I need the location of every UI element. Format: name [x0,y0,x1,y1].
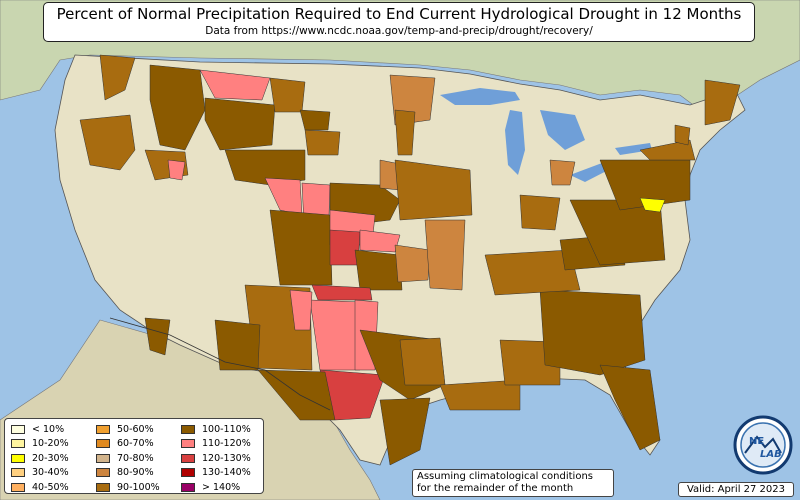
legend-swatch [11,453,25,463]
legend-item: < 10% [11,422,69,437]
legend-swatch [96,468,110,478]
drought-region [99,54,136,101]
legend-item: 100-110% [181,422,251,437]
drought-region [549,159,576,186]
assumption-note: Assuming climatological conditions for t… [412,469,614,497]
legend-label: 60-70% [117,438,154,450]
us-mexico-border [109,317,331,411]
legend-item: 90-100% [96,480,160,495]
legend-item: 60-70% [96,437,160,452]
drought-region [304,129,341,156]
legend-item: 50-60% [96,422,160,437]
drought-region [674,124,691,146]
legend-label: 100-110% [202,423,251,435]
legend-swatch [11,439,25,449]
drought-region [269,77,306,113]
drought-region [539,289,646,376]
drought-region [599,364,661,451]
drought-region [394,244,431,283]
legend-item: 110-120% [181,437,251,452]
legend-item: 70-80% [96,451,160,466]
legend-swatch [181,468,195,478]
legend-label: 120-130% [202,452,251,464]
drought-region [167,159,186,181]
legend-label: > 140% [202,481,241,493]
legend-item: 40-50% [11,480,69,495]
drought-region [199,69,271,101]
drought-region [394,109,416,156]
drought-region [79,114,136,171]
drought-region [439,379,521,411]
legend-label: 50-60% [117,423,154,435]
legend-label: 80-90% [117,467,154,479]
note-line-2: for the remainder of the month [417,483,574,494]
drought-region [289,289,313,331]
legend-swatch [96,424,110,434]
drought-region [519,194,561,231]
legend-item: 130-140% [181,466,251,481]
drought-region [379,397,431,466]
drought-region [257,369,336,421]
legend-swatch [96,453,110,463]
legend-column-3: 100-110% 110-120% 120-130% 130-140% > 140% [181,422,251,495]
drought-region [704,79,741,126]
logo-text-top: NE [749,436,764,447]
drought-region [214,319,261,371]
drought-region [394,159,473,221]
legend-item: > 140% [181,480,251,495]
legend-swatch [181,482,195,492]
drought-region [144,317,171,356]
nex-lab-logo: NE LAB [733,415,793,475]
logo-text-bottom: LAB [760,449,782,460]
legend-column-2: 50-60% 60-70% 70-80% 80-90% 90-100% [96,422,160,495]
drought-region [399,337,446,386]
drought-region [204,97,276,151]
drought-region [354,249,403,291]
legend-swatch [181,424,195,434]
drought-region [311,284,373,301]
legend-swatch [11,482,25,492]
drought-region [359,229,401,253]
legend: < 10% 10-20% 20-30% 30-40% 40-50% 50-60% 60-7… [4,418,264,494]
legend-label: 40-50% [32,481,69,493]
lake-huron [540,110,585,150]
drought-region [639,139,696,161]
legend-item: 20-30% [11,451,69,466]
map-title: Percent of Normal Precipitation Required… [56,5,742,23]
map-subtitle: Data from https://www.ncdc.noaa.gov/temp… [205,25,593,37]
legend-label: 20-30% [32,452,69,464]
legend-label: 10-20% [32,438,69,450]
legend-label: < 10% [32,423,65,435]
drought-region [269,209,333,286]
legend-item: 30-40% [11,466,69,481]
legend-swatch [96,439,110,449]
drought-region [299,109,331,131]
legend-swatch [181,439,195,449]
legend-item: 80-90% [96,466,160,481]
legend-column-1: < 10% 10-20% 20-30% 30-40% 40-50% [11,422,69,495]
legend-item: 120-130% [181,451,251,466]
valid-date: Valid: April 27 2023 [678,482,794,497]
legend-swatch [181,453,195,463]
legend-swatch [11,424,25,434]
drought-region [424,219,466,291]
drought-regions [79,54,741,466]
lake-michigan [505,110,525,175]
legend-label: 70-80% [117,452,154,464]
lake-ontario [615,143,652,155]
legend-label: 110-120% [202,438,251,450]
drought-region [329,229,361,266]
note-line-1: Assuming climatological conditions [417,471,593,482]
legend-label: 130-140% [202,467,251,479]
legend-item: 10-20% [11,437,69,452]
lake-superior [440,88,520,105]
drought-region [484,249,581,296]
legend-swatch [96,482,110,492]
legend-swatch [11,468,25,478]
legend-label: 30-40% [32,467,69,479]
legend-label: 90-100% [117,481,160,493]
title-box: Percent of Normal Precipitation Required… [43,2,755,42]
drought-region [639,197,666,213]
